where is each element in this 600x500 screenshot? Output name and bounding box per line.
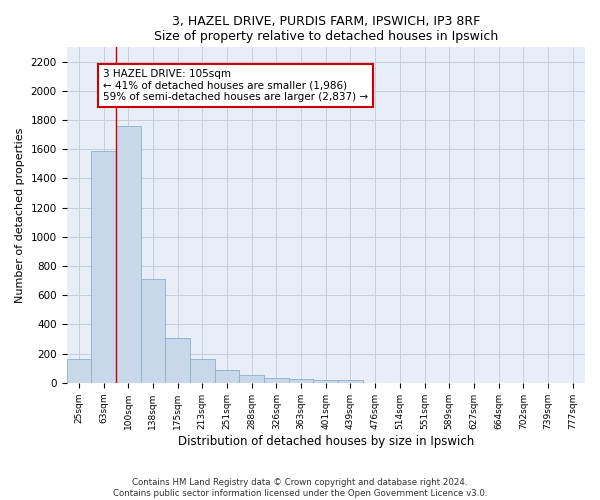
Bar [116, 126, 140, 383]
Y-axis label: Number of detached properties: Number of detached properties [15, 127, 25, 302]
Text: Contains HM Land Registry data © Crown copyright and database right 2024.
Contai: Contains HM Land Registry data © Crown c… [113, 478, 487, 498]
Bar [91, 150, 116, 383]
Bar [264, 378, 289, 383]
Bar [140, 279, 165, 383]
Bar [239, 375, 264, 383]
Bar [190, 360, 215, 383]
Text: 3 HAZEL DRIVE: 105sqm
← 41% of detached houses are smaller (1,986)
59% of semi-d: 3 HAZEL DRIVE: 105sqm ← 41% of detached … [103, 69, 368, 102]
Bar [289, 379, 313, 383]
Bar [215, 370, 239, 383]
Bar [67, 360, 91, 383]
Title: 3, HAZEL DRIVE, PURDIS FARM, IPSWICH, IP3 8RF
Size of property relative to detac: 3, HAZEL DRIVE, PURDIS FARM, IPSWICH, IP… [154, 15, 498, 43]
Bar [165, 338, 190, 383]
X-axis label: Distribution of detached houses by size in Ipswich: Distribution of detached houses by size … [178, 434, 474, 448]
Bar [338, 380, 363, 383]
Bar [313, 380, 338, 383]
